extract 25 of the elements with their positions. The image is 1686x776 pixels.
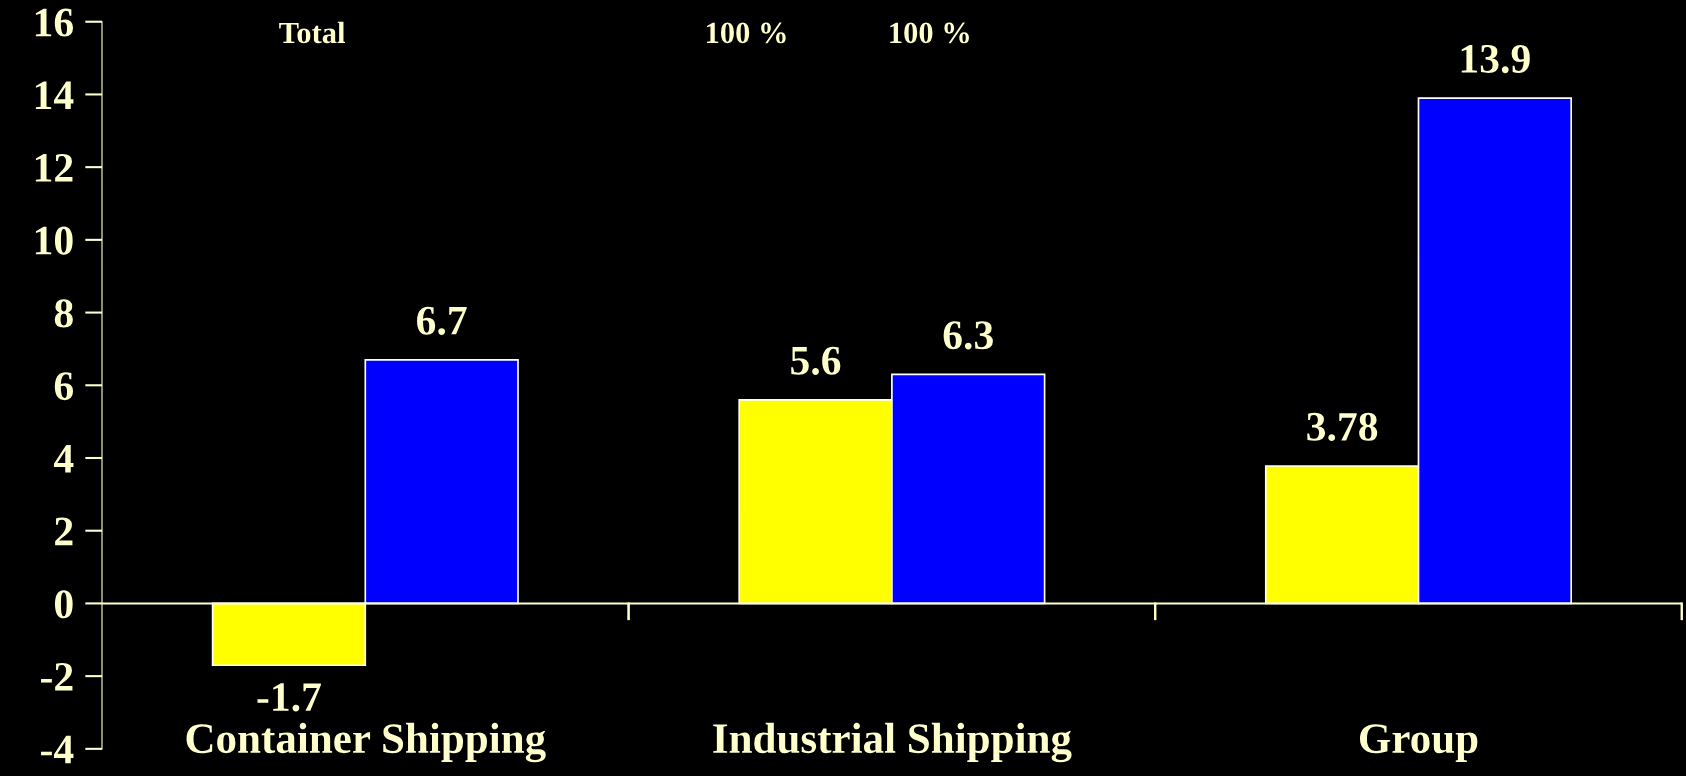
y-tick-label: 14 xyxy=(35,81,74,109)
y-tick-label: 0 xyxy=(54,590,73,619)
y-tick-label: 10 xyxy=(35,226,73,255)
data-label: -1.7 xyxy=(257,683,321,712)
data-label: 5.6 xyxy=(791,346,841,375)
annotation: 100 % xyxy=(890,22,969,44)
x-tick-label: Group xyxy=(1359,724,1478,762)
x-tick-label: Industrial Shipping xyxy=(713,722,1072,763)
y-tick-label: 6 xyxy=(54,372,74,401)
data-label: 6.3 xyxy=(943,321,993,350)
y-tick-label: -4 xyxy=(41,735,74,764)
y-tick-label: 4 xyxy=(53,445,74,473)
y-tick-label: -2 xyxy=(41,662,73,691)
y-tick-label: 2 xyxy=(55,517,73,546)
bar xyxy=(364,359,519,605)
data-label: 6.7 xyxy=(417,306,467,335)
data-label: 3.78 xyxy=(1307,412,1378,442)
annotation: 100 % xyxy=(706,22,786,44)
data-label: 13.9 xyxy=(1461,44,1530,74)
annotation: Total xyxy=(279,21,345,44)
y-tick-label: 12 xyxy=(35,154,73,182)
y-tick-label: 8 xyxy=(54,299,73,328)
bar xyxy=(211,602,367,667)
y-tick-label: 16 xyxy=(35,8,74,37)
x-tick-label: Container Shipping xyxy=(186,722,546,763)
